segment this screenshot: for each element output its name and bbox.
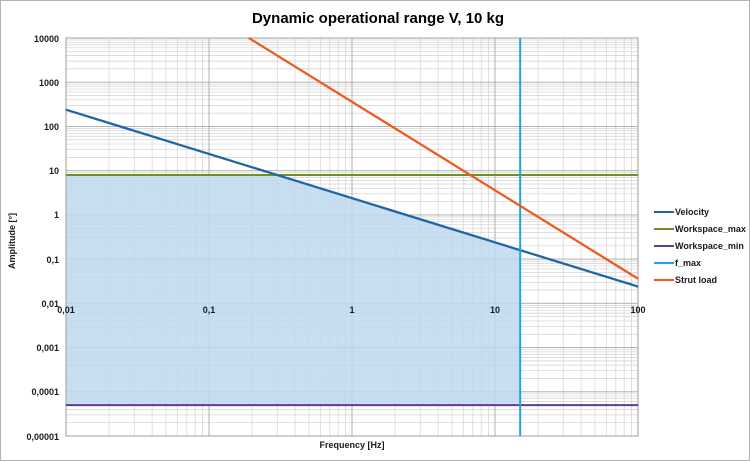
- y-tick-label: 0,0001: [31, 387, 59, 398]
- x-tick-label: 10: [489, 305, 500, 315]
- legend-label: Workspace_min: [675, 240, 744, 251]
- y-tick-label: 1: [53, 210, 59, 221]
- legend-item-f-max: f_max: [654, 254, 749, 271]
- legend-label: Workspace_max: [675, 224, 746, 235]
- x-tick-label: 0,1: [202, 305, 216, 315]
- x-tick-label: 1: [349, 305, 355, 315]
- y-tick-label: 0,00001: [26, 431, 59, 442]
- y-tick-label: 1000: [38, 77, 59, 88]
- y-tick-label: 10000: [33, 33, 59, 44]
- x-tick-label: 0,01: [57, 305, 75, 315]
- series-strut-load-line: [248, 37, 639, 280]
- legend-label: Strut load: [675, 274, 717, 285]
- legend-item-velocity: Velocity: [654, 204, 749, 221]
- legend-swatch: [654, 278, 674, 281]
- y-tick-label: 0,001: [36, 343, 59, 354]
- operational-range-area: [66, 175, 521, 406]
- x-axis-title: Frequency [Hz]: [319, 440, 385, 450]
- legend-label: f_max: [675, 257, 702, 268]
- x-tick-label: 100: [630, 305, 646, 315]
- legend-swatch: [654, 211, 674, 214]
- legend-swatch: [654, 261, 674, 264]
- legend-label: Velocity: [675, 207, 710, 218]
- legend: Velocity Workspace_max Workspace_min f_max S…: [654, 204, 749, 288]
- plot-border: [65, 37, 639, 437]
- legend-item-strut-load: Strut load: [654, 271, 749, 288]
- legend-item-workspace-max: Workspace_max: [654, 221, 749, 238]
- legend-swatch: [654, 228, 674, 231]
- series-velocity-line: [65, 108, 639, 288]
- legend-item-workspace-min: Workspace_min: [654, 238, 749, 255]
- legend-swatch: [654, 244, 674, 247]
- y-tick-label: 100: [43, 121, 59, 132]
- y-tick-label: 0,1: [46, 254, 59, 265]
- y-axis-title: Amplitude [°]: [7, 212, 17, 270]
- chart-title: Dynamic operational range V, 10 kg: [251, 10, 505, 27]
- y-tick-label: 10: [48, 166, 59, 177]
- y-tick-label: 0,01: [41, 298, 59, 309]
